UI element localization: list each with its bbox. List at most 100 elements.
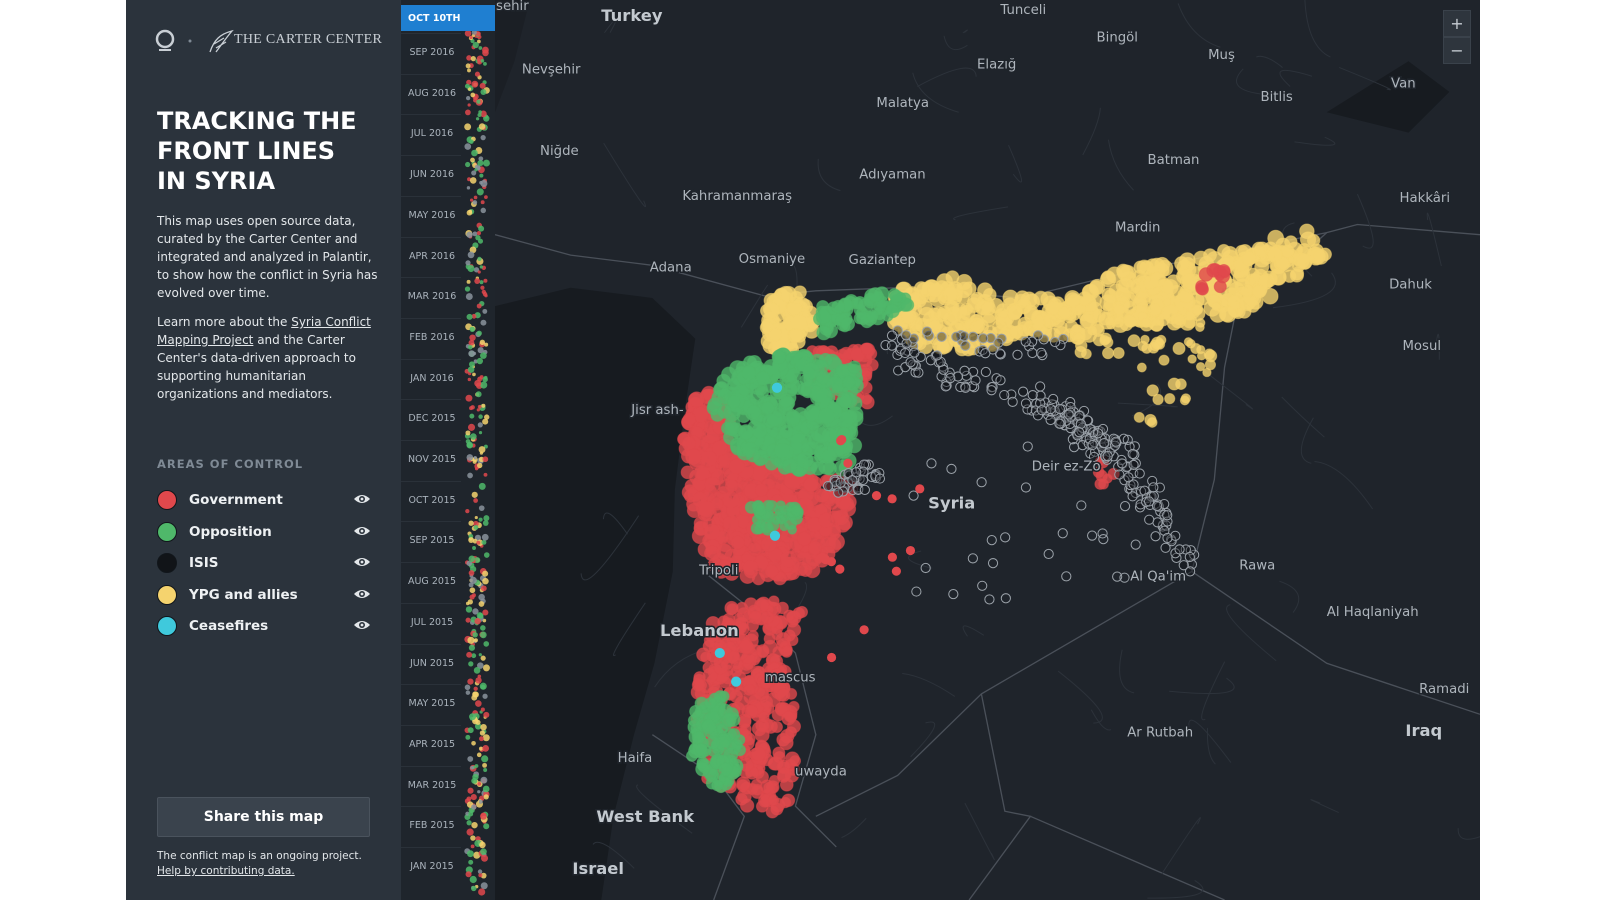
control-dot	[703, 523, 721, 540]
month-label[interactable]: APR 2015	[408, 738, 456, 750]
eye-icon	[354, 558, 370, 566]
activity-dot	[469, 713, 477, 721]
activity-dot	[480, 684, 486, 690]
activity-dot	[477, 39, 481, 44]
activity-dot	[472, 200, 478, 205]
month-label[interactable]: FEB 2015	[409, 820, 455, 832]
zoom-out[interactable]: −	[1443, 37, 1471, 64]
contribute-link[interactable]: Help by contributing data.	[157, 865, 295, 877]
month-label[interactable]: NOV 2015	[407, 454, 457, 465]
activity-dot	[478, 156, 484, 162]
control-dot	[1102, 336, 1114, 349]
visibility-toggle[interactable]	[353, 493, 371, 509]
activity-dot	[472, 608, 479, 615]
selected-date[interactable]: OCT 10TH	[401, 5, 495, 31]
activity-dot	[480, 200, 485, 205]
month-divider	[401, 236, 461, 238]
activity-dot	[466, 796, 472, 802]
government-dot	[891, 566, 901, 576]
activity-dot	[483, 515, 490, 522]
month-label[interactable]: MAR 2015	[407, 779, 457, 791]
activity-dot	[483, 375, 488, 380]
visibility-toggle[interactable]	[353, 525, 371, 541]
month-label[interactable]: DEC 2015	[408, 413, 456, 425]
activity-dot	[475, 391, 482, 398]
month-label[interactable]: JUL 2015	[410, 616, 454, 628]
isis-dot	[920, 562, 931, 574]
month-label[interactable]: SEP 2015	[409, 535, 455, 547]
control-dot	[828, 533, 846, 551]
month-label[interactable]: JUN 2016	[409, 169, 455, 181]
activity-dot	[482, 664, 490, 672]
isis-dot	[1057, 528, 1068, 539]
activity-dot	[484, 342, 489, 347]
legend-item[interactable]: Ceasefires	[157, 614, 371, 638]
control-dot	[816, 387, 834, 405]
activity-dot	[479, 736, 484, 742]
activity-dot	[482, 520, 489, 526]
month-label[interactable]: FEB 2016	[409, 331, 455, 343]
city-label: Ar Rutbah	[1127, 726, 1193, 741]
legend-item[interactable]: Opposition	[157, 520, 371, 544]
control-dot	[1092, 466, 1105, 479]
isis-dot	[1127, 491, 1138, 502]
month-label[interactable]: APR 2016	[408, 250, 456, 262]
isis-dot	[1144, 514, 1155, 525]
isis-dot	[1170, 530, 1181, 541]
city-label: Elazığ	[977, 57, 1016, 72]
isis-dot	[1075, 418, 1086, 430]
control-dot	[767, 794, 780, 806]
road	[636, 784, 693, 834]
month-label[interactable]: JAN 2016	[410, 372, 454, 384]
activity-dot	[465, 109, 471, 116]
control-dot	[751, 783, 764, 796]
visibility-toggle[interactable]	[353, 619, 371, 635]
city-label: Tripoli	[698, 563, 738, 578]
activity-dot	[466, 279, 471, 284]
activity-dot	[478, 431, 483, 435]
activity-dot	[469, 334, 476, 341]
month-label[interactable]: MAR 2016	[407, 291, 457, 303]
share-button[interactable]: Share this map	[157, 797, 370, 837]
visibility-toggle[interactable]	[353, 556, 371, 572]
control-dot	[779, 796, 792, 809]
month-label[interactable]: JUL 2016	[410, 128, 454, 140]
visibility-toggle[interactable]	[353, 588, 371, 604]
month-label[interactable]: MAY 2016	[408, 209, 456, 221]
month-label[interactable]: MAY 2015	[408, 698, 456, 710]
month-label[interactable]: AUG 2015	[407, 576, 456, 588]
zoom-in[interactable]: +	[1443, 10, 1471, 37]
month-label[interactable]: JUN 2015	[409, 657, 455, 669]
map: Turkey sehir Tunceli Bingöl Nevşehir Elazığ Mu…	[495, 0, 1480, 900]
control-dot	[754, 504, 767, 517]
activity-dot	[476, 188, 484, 196]
project-link[interactable]: Syria Conflict Mapping Project	[157, 315, 371, 347]
activity-dot	[478, 873, 483, 878]
government-dot	[826, 557, 836, 567]
road	[1304, 0, 1331, 58]
activity-dot	[480, 585, 487, 592]
city-label: Batman	[1148, 153, 1200, 168]
legend-item[interactable]: ISIS	[157, 551, 371, 575]
activity-dot	[481, 533, 489, 541]
month-label[interactable]: OCT 2015	[408, 494, 456, 506]
month-divider	[401, 643, 461, 645]
month-label[interactable]: JAN 2015	[410, 861, 454, 872]
month-label[interactable]: SEP 2016	[409, 47, 455, 58]
legend-item[interactable]: YPG and allies	[157, 583, 371, 607]
activity-dot	[478, 746, 484, 751]
activity-dot	[483, 768, 488, 773]
road	[602, 512, 628, 535]
activity-dot	[483, 823, 490, 830]
lake	[1326, 61, 1450, 133]
isis-dot	[1032, 330, 1044, 341]
road	[1057, 670, 1103, 724]
month-label[interactable]: AUG 2016	[407, 87, 456, 99]
activity-dot	[476, 303, 482, 309]
control-dot	[790, 504, 803, 517]
isis-dot	[1098, 534, 1109, 545]
legend-item[interactable]: Government	[157, 488, 371, 512]
control-dot	[917, 338, 934, 355]
isis-dot	[858, 466, 869, 477]
activity-dot	[466, 442, 473, 448]
